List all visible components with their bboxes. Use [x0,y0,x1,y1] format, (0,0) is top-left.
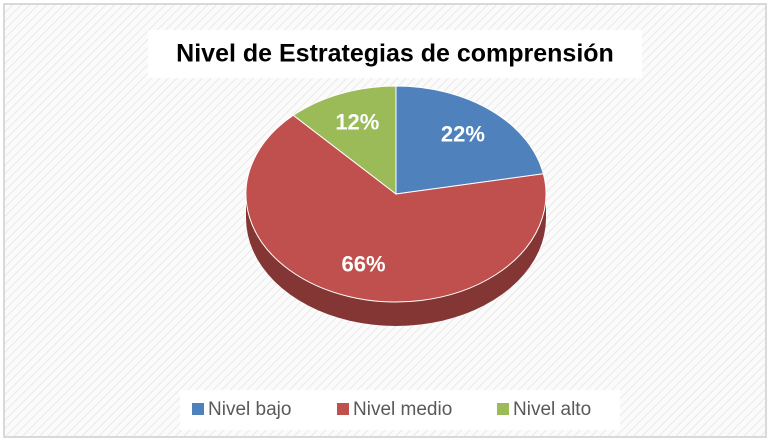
chart-title: Nivel de Estrategias de comprensión [176,40,614,68]
slice [292,85,397,196]
slice [395,85,544,195]
legend-label: Nivel medio [353,399,452,420]
legend-box [180,390,620,430]
legend-swatch [192,403,204,415]
legend-label: Nivel bajo [208,399,291,420]
slice [245,114,547,303]
data-label: 12% [335,110,379,135]
legend-swatch [337,403,349,415]
data-label: 66% [342,252,386,277]
data-label: 22% [441,122,485,147]
legend-label: Nivel alto [513,399,591,420]
slice-side [246,194,546,326]
title-box [148,30,642,78]
legend-swatch [497,403,509,415]
